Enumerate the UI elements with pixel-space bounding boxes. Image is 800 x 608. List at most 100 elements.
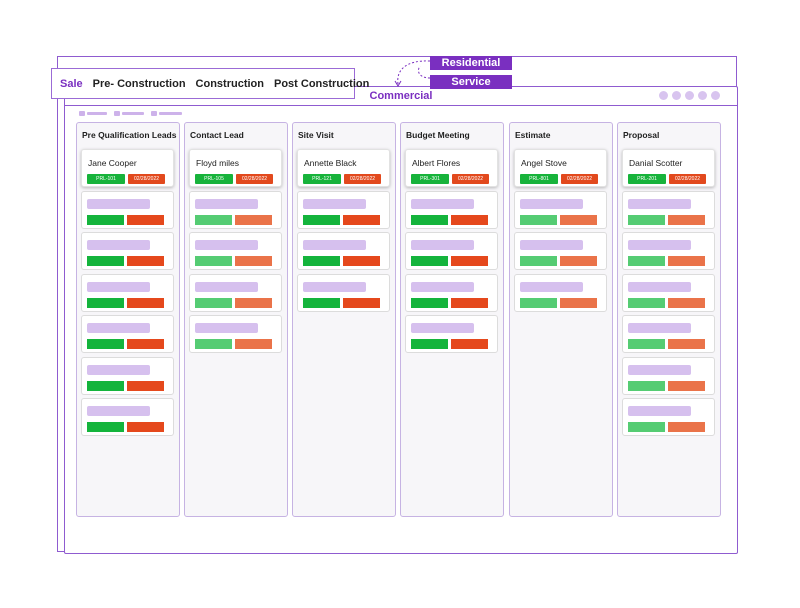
placeholder-green-chip xyxy=(411,339,448,349)
placeholder-title-bar xyxy=(195,323,258,333)
placeholder-card[interactable] xyxy=(297,190,390,229)
placeholder-card[interactable] xyxy=(405,232,498,270)
placeholder-green-chip xyxy=(195,297,232,308)
lead-id-badge: PRL-201 xyxy=(628,174,666,184)
placeholder-green-chip xyxy=(303,214,340,225)
lead-card[interactable]: Danial Scotter PRL-201 02/28/2022 xyxy=(622,149,715,187)
service-badge[interactable]: Service xyxy=(430,75,512,89)
placeholder-card[interactable] xyxy=(81,190,174,229)
lead-name: Angel Stove xyxy=(521,158,567,168)
lead-card[interactable]: Annette Black PRL-121 02/28/2022 xyxy=(297,149,390,187)
window-dot-icon[interactable] xyxy=(711,91,720,100)
placeholder-card[interactable] xyxy=(189,232,282,270)
line-icon xyxy=(122,112,144,115)
placeholder-card[interactable] xyxy=(81,273,174,312)
placeholder-card[interactable] xyxy=(514,190,607,229)
placeholder-card[interactable] xyxy=(189,315,282,353)
lead-card[interactable]: Floyd miles PRL-105 02/28/2022 xyxy=(189,149,282,187)
placeholder-green-chip xyxy=(195,339,232,349)
placeholder-card[interactable] xyxy=(189,273,282,312)
lead-id-badge: PRL-105 xyxy=(195,174,233,184)
placeholder-green-chip xyxy=(628,422,665,432)
placeholder-green-chip xyxy=(628,256,665,266)
placeholder-title-bar xyxy=(411,198,474,209)
placeholder-card[interactable] xyxy=(514,232,607,270)
column-title: Contact Lead xyxy=(190,130,244,140)
placeholder-orange-chip xyxy=(451,256,488,266)
tab-sale[interactable]: Sale xyxy=(60,77,83,90)
placeholder-card[interactable] xyxy=(297,232,390,270)
toolbar-item[interactable] xyxy=(151,111,182,116)
placeholder-title-bar xyxy=(87,198,150,209)
placeholder-orange-chip xyxy=(127,256,164,266)
lead-card[interactable]: Angel Stove PRL-801 02/28/2022 xyxy=(514,149,607,187)
placeholder-green-chip xyxy=(303,297,340,308)
kanban-column: Proposal Danial Scotter PRL-201 02/28/2022 xyxy=(617,122,721,517)
column-title: Site Visit xyxy=(298,130,334,140)
square-icon xyxy=(151,111,157,116)
tab-pre-construction[interactable]: Pre- Construction xyxy=(92,77,186,90)
placeholder-card[interactable] xyxy=(622,273,715,312)
placeholder-card[interactable] xyxy=(622,232,715,270)
placeholder-card[interactable] xyxy=(622,356,715,395)
lead-name: Floyd miles xyxy=(196,158,239,168)
placeholder-card[interactable] xyxy=(405,190,498,229)
placeholder-title-bar xyxy=(87,406,150,416)
tab-construction[interactable]: Construction xyxy=(195,77,264,90)
placeholder-card[interactable] xyxy=(81,356,174,395)
placeholder-title-bar xyxy=(87,364,150,375)
placeholder-title-bar xyxy=(628,240,691,250)
placeholder-card[interactable] xyxy=(297,273,390,312)
toolbar-item[interactable] xyxy=(79,111,107,116)
lead-card[interactable]: Albert Flores PRL-301 02/28/2022 xyxy=(405,149,498,187)
placeholder-title-bar xyxy=(628,364,691,375)
placeholder-card[interactable] xyxy=(622,398,715,436)
placeholder-card[interactable] xyxy=(81,398,174,436)
placeholder-card[interactable] xyxy=(405,273,498,312)
placeholder-green-chip xyxy=(87,256,124,266)
placeholder-green-chip xyxy=(195,256,232,266)
placeholder-green-chip xyxy=(87,297,124,308)
placeholder-orange-chip xyxy=(127,339,164,349)
placeholder-title-bar xyxy=(520,281,583,292)
placeholder-card[interactable] xyxy=(514,273,607,312)
placeholder-card[interactable] xyxy=(622,190,715,229)
residential-badge[interactable]: Residential xyxy=(430,56,512,70)
line-icon xyxy=(87,112,107,115)
placeholder-orange-chip xyxy=(127,422,164,432)
lead-date-badge: 02/28/2022 xyxy=(344,174,381,184)
placeholder-orange-chip xyxy=(451,339,488,349)
lead-name: Danial Scotter xyxy=(629,158,683,168)
placeholder-orange-chip xyxy=(127,380,164,391)
toolbar-item[interactable] xyxy=(114,111,144,116)
placeholder-title-bar xyxy=(411,240,474,250)
placeholder-orange-chip xyxy=(127,297,164,308)
placeholder-green-chip xyxy=(195,214,232,225)
lead-date-badge: 02/28/2022 xyxy=(236,174,273,184)
placeholder-card[interactable] xyxy=(81,315,174,353)
window-dot-icon[interactable] xyxy=(685,91,694,100)
placeholder-green-chip xyxy=(628,339,665,349)
window-dot-icon[interactable] xyxy=(672,91,681,100)
column-title: Estimate xyxy=(515,130,551,140)
placeholder-orange-chip xyxy=(668,256,705,266)
kanban-column: Estimate Angel Stove PRL-801 02/28/2022 xyxy=(509,122,613,517)
placeholder-title-bar xyxy=(87,240,150,250)
placeholder-title-bar xyxy=(195,240,258,250)
placeholder-green-chip xyxy=(87,422,124,432)
placeholder-card[interactable] xyxy=(405,315,498,353)
lead-card[interactable]: Jane Cooper PRL-101 02/28/2022 xyxy=(81,149,174,187)
window-title-bar: Commercial xyxy=(65,87,737,106)
placeholder-card[interactable] xyxy=(622,315,715,353)
placeholder-card[interactable] xyxy=(81,232,174,270)
placeholder-title-bar xyxy=(87,323,150,333)
window-dot-icon[interactable] xyxy=(659,91,668,100)
placeholder-green-chip xyxy=(87,339,124,349)
placeholder-title-bar xyxy=(628,323,691,333)
placeholder-card[interactable] xyxy=(189,190,282,229)
tab-post-construction[interactable]: Post Construction xyxy=(274,77,370,90)
placeholder-title-bar xyxy=(303,281,366,292)
placeholder-title-bar xyxy=(520,240,583,250)
window-dot-icon[interactable] xyxy=(698,91,707,100)
placeholder-orange-chip xyxy=(343,256,380,266)
